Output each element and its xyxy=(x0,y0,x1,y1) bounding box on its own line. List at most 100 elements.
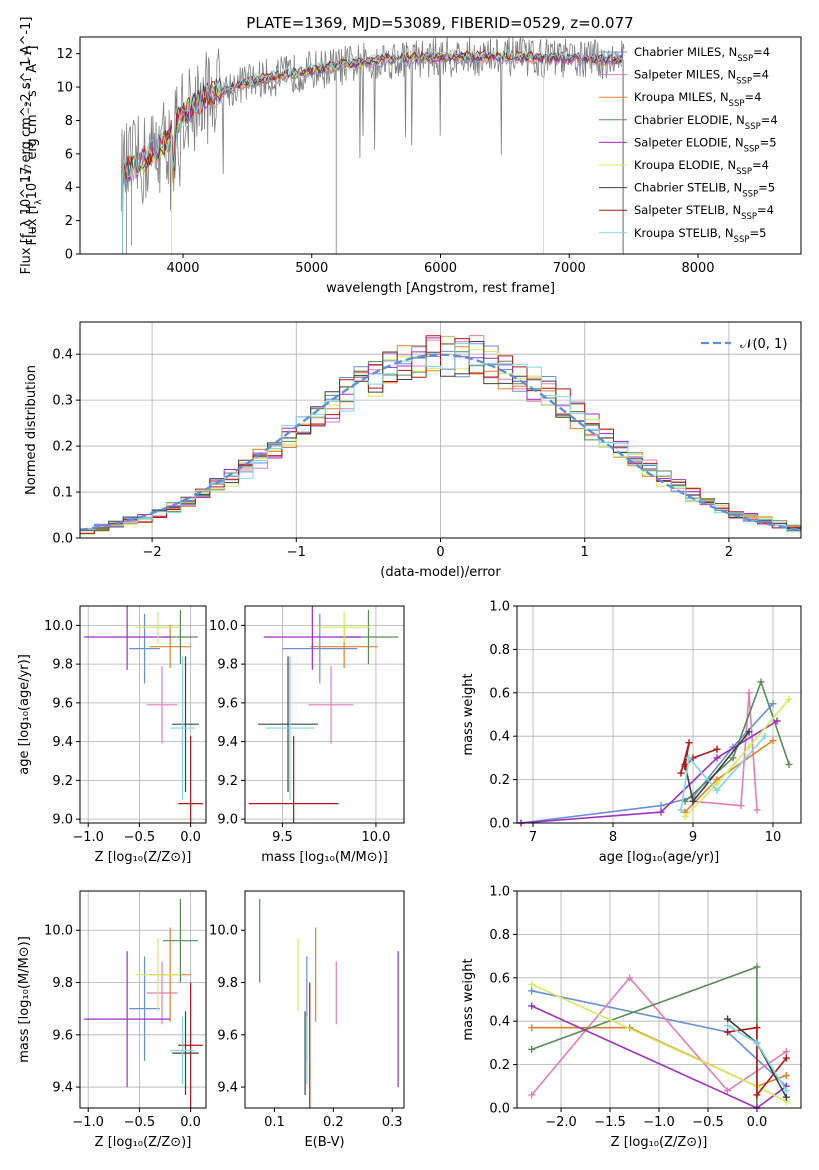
weight-point-marker xyxy=(785,695,793,703)
y-axis-label-part: A xyxy=(25,64,40,77)
x-tick-label: 2 xyxy=(725,545,733,560)
weight-point-marker xyxy=(528,1024,536,1032)
spectrum-lines xyxy=(120,37,625,254)
weight-point-marker xyxy=(769,700,777,708)
y-axis-label-part: −1 xyxy=(24,51,34,64)
x-tick-label: 0.1 xyxy=(264,1115,285,1130)
spectrum-legend: Chabrier MILES, NSSP=4 Salpeter MILES, NS… xyxy=(599,45,778,245)
y-tick-label: 0.8 xyxy=(489,643,510,658)
y-axis-label-part: λ xyxy=(34,199,44,205)
y-tick-label: 10 xyxy=(56,81,73,96)
y-axis-label-part: −2 xyxy=(24,101,34,114)
weight-point-marker xyxy=(528,987,536,995)
y-tick-label: 9.2 xyxy=(217,774,238,789)
x-tick-label: −0.5 xyxy=(124,830,156,845)
y-axis-label-part: s xyxy=(25,90,40,101)
x-axis-label: (data-model)/error xyxy=(380,565,501,580)
y-tick-label: 9.6 xyxy=(52,1028,73,1043)
legend-label: Chabrier MILES, NSSP=4 xyxy=(634,45,770,64)
histogram-frame xyxy=(79,321,802,539)
y-tick-label: 4 xyxy=(65,181,73,196)
y-axis-label-part: erg cm xyxy=(25,114,40,163)
legend-label-count: =4 xyxy=(744,90,761,104)
y-axis-label: Normed distribution xyxy=(24,365,39,495)
legend-label: Chabrier ELODIE, NSSP=4 xyxy=(634,113,778,132)
weight-point-marker xyxy=(713,745,721,753)
y-tick-label: 9.6 xyxy=(217,696,238,711)
y-tick-label: 9.8 xyxy=(217,976,238,991)
weight-point-marker xyxy=(745,689,753,697)
x-axis-label: Z [log₁₀(Z/Z⊙)] xyxy=(95,850,192,865)
mass-vs-Z-axes: −1.0 −0.5 0.0 9.4 9.6 9.8 10.0 Z [log₁₀(Z/Z⊙)] m… xyxy=(17,891,206,1150)
histogram-steps xyxy=(80,335,801,537)
weight-point-marker xyxy=(681,812,689,820)
legend-label: Chabrier STELIB, NSSP=5 xyxy=(634,181,775,200)
x-tick-label: 10.0 xyxy=(361,830,390,845)
weight-point-marker xyxy=(713,754,721,762)
weight-point-marker xyxy=(724,1015,732,1023)
legend-label-subscript: SSP xyxy=(741,212,757,222)
y-tick-label: 1.0 xyxy=(489,885,510,900)
x-axis-label: Z [log₁₀(Z/Z⊙)] xyxy=(611,1135,708,1150)
x-tick-label: −0.5 xyxy=(692,1115,724,1130)
x-tick-label: 0.0 xyxy=(180,1115,201,1130)
age-vs-mass-errorbars xyxy=(248,606,399,823)
x-tick-label: −1 xyxy=(287,545,306,560)
y-axis-label-part: ] xyxy=(25,46,40,51)
weight-point-marker xyxy=(729,754,737,762)
weight-point-marker xyxy=(782,1048,790,1056)
x-axis-label: age [log₁₀(age/yr)] xyxy=(599,850,720,865)
weight-point-marker xyxy=(685,754,693,762)
y-tick-label: 0.3 xyxy=(52,394,73,409)
weight-point-marker xyxy=(724,1028,732,1036)
y-axis-label: mass [log₁₀(M/M⊙)] xyxy=(17,936,32,1063)
legend-label: Salpeter STELIB, NSSP=4 xyxy=(634,203,774,222)
y-tick-label: 2 xyxy=(65,214,73,229)
weight-point-marker xyxy=(753,806,761,814)
weight-vs-age-lines xyxy=(517,678,793,827)
weight-series-line xyxy=(727,1026,787,1098)
weight-series-line xyxy=(531,965,758,1108)
histogram-step-line xyxy=(80,343,801,536)
weight-point-marker xyxy=(677,806,685,814)
weight-vs-age-frame xyxy=(516,605,802,824)
weight-point-marker xyxy=(761,732,769,740)
legend-label-count: =5 xyxy=(758,181,775,195)
x-tick-label: −2 xyxy=(143,545,162,560)
y-tick-label: 10.0 xyxy=(44,924,73,939)
mass-vs-EBV-frame xyxy=(244,890,405,1109)
mass-vs-EBV-errorbars xyxy=(259,898,399,1108)
legend-label-count: =4 xyxy=(753,45,770,59)
weight-vs-age-axes: 7 8 9 10 0.0 0.2 0.4 0.6 0.8 1.0 age [log₁₀(age/yr… xyxy=(461,600,801,865)
legend-label: 𝒩(0, 1) xyxy=(740,337,787,352)
y-tick-label: 9.8 xyxy=(217,658,238,673)
legend-label-subscript: SSP xyxy=(736,77,752,87)
y-tick-label: 6 xyxy=(65,147,73,162)
y-tick-label: 0.1 xyxy=(52,486,73,501)
weight-point-marker xyxy=(713,780,721,788)
y-axis-label: Flux [fλ10−17 erg cm−2 s−1 A−1] xyxy=(24,46,44,246)
legend-label-subscript: SSP xyxy=(729,99,745,109)
weight-point-marker xyxy=(528,980,536,988)
age-vs-Z-frame xyxy=(79,605,207,824)
legend-label: Kroupa MILES, NSSP=4 xyxy=(634,90,761,109)
weight-point-marker xyxy=(753,1091,761,1099)
y-tick-label: 0.2 xyxy=(489,1058,510,1073)
histogram-legend: 𝒩(0, 1) xyxy=(701,337,787,352)
weight-point-marker xyxy=(677,769,685,777)
y-axis-label: age [log₁₀(age/yr)] xyxy=(17,654,32,775)
normal-curve xyxy=(80,353,801,532)
legend-label: Salpeter MILES, NSSP=4 xyxy=(634,68,769,87)
y-tick-label: 0.0 xyxy=(52,532,73,547)
weight-point-marker xyxy=(689,797,697,805)
y-axis-label-part: −1 xyxy=(24,77,34,90)
y-tick-label: 9.0 xyxy=(52,813,73,828)
y-axis-label-part: Flux [f xyxy=(25,204,40,245)
x-tick-label: −1.5 xyxy=(594,1115,626,1130)
y-tick-label: 10.0 xyxy=(44,619,73,634)
legend-label-count: =4 xyxy=(757,203,774,217)
legend-label-subscript: SSP xyxy=(742,190,758,200)
spectrum-model-line xyxy=(122,49,623,183)
x-tick-label: 7 xyxy=(529,830,537,845)
x-tick-label: 7000 xyxy=(553,261,586,276)
